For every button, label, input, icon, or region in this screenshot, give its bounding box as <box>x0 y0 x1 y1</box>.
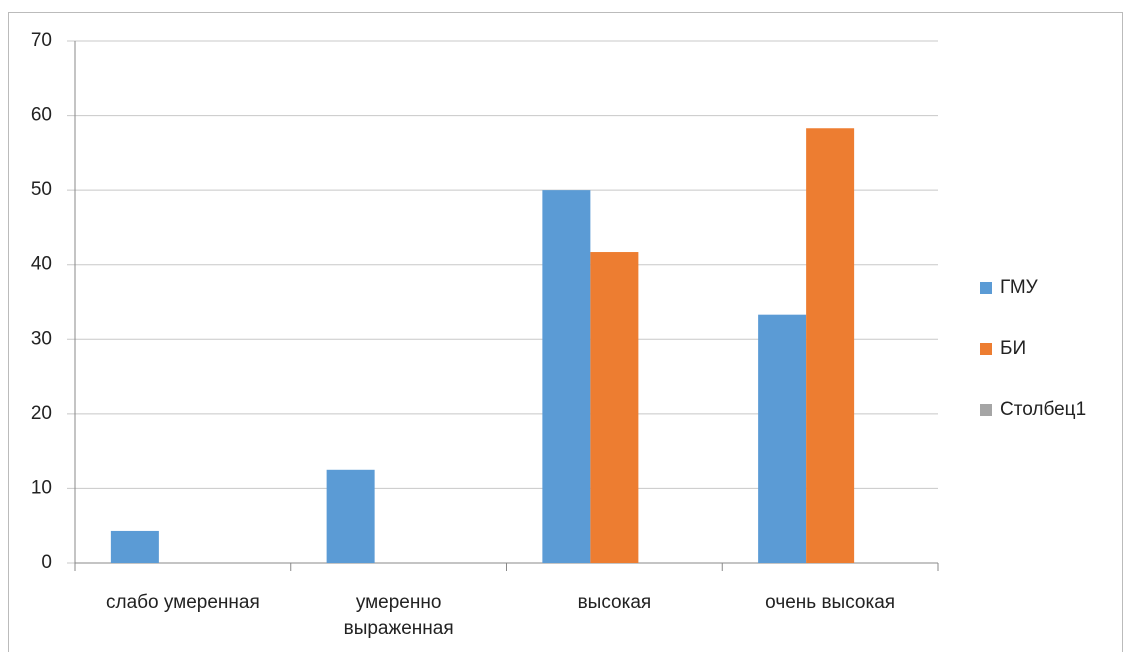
x-tick-label: слабо умеренная <box>105 592 260 613</box>
y-tick-label: 20 <box>31 403 52 424</box>
bar <box>326 469 375 563</box>
legend-label: ГМУ <box>1000 277 1039 298</box>
y-tick-label: 60 <box>31 105 52 126</box>
legend-label: БИ <box>1000 338 1026 359</box>
legend-swatch <box>980 343 992 355</box>
y-tick-label: 0 <box>41 552 52 573</box>
y-tick-label: 30 <box>31 328 52 349</box>
legend-label: Столбец1 <box>1000 399 1086 420</box>
x-tick-label: умеренно выраженная <box>343 592 454 639</box>
bar <box>806 128 855 563</box>
bar <box>590 252 639 563</box>
x-tick-label: высокая <box>577 592 652 613</box>
legend-swatch <box>980 404 992 416</box>
y-tick-label: 50 <box>31 179 52 200</box>
legend-swatch <box>980 282 992 294</box>
y-tick-label: 40 <box>31 254 52 275</box>
y-tick-label: 10 <box>31 477 52 498</box>
y-tick-label: 70 <box>31 30 52 51</box>
frame <box>8 12 1123 652</box>
bar <box>542 190 591 563</box>
x-tick-label: очень высокая <box>765 592 896 613</box>
bar <box>110 530 159 563</box>
bar <box>758 314 807 563</box>
